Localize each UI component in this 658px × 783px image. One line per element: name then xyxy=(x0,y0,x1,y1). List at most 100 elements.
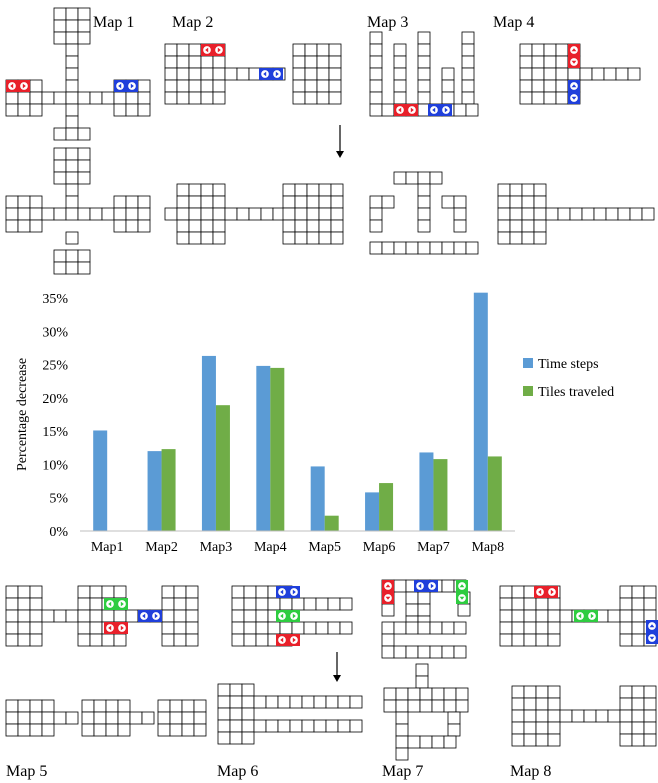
map-tile xyxy=(77,621,91,635)
map-tile xyxy=(113,633,127,647)
map-tile xyxy=(113,195,127,209)
map-tile xyxy=(200,231,214,245)
map-tile xyxy=(89,585,103,599)
map-tile xyxy=(294,219,308,233)
maps-bottom-row xyxy=(5,147,658,761)
map-tile xyxy=(369,31,383,45)
map-tile xyxy=(531,91,545,105)
map-tile xyxy=(617,207,631,221)
agent-icon xyxy=(382,580,394,604)
map-tile xyxy=(185,597,199,611)
map-tile xyxy=(224,67,238,81)
map-tile xyxy=(643,597,657,611)
map-tile xyxy=(77,609,91,623)
map-tile xyxy=(631,733,645,747)
agent-icon xyxy=(138,610,162,622)
map-tile xyxy=(224,207,238,221)
map-label-5: Map 5 xyxy=(6,763,47,780)
map-tile xyxy=(381,603,395,617)
map-tile xyxy=(200,67,214,81)
map-tile xyxy=(5,91,19,105)
map-tile xyxy=(5,633,19,647)
map-tile xyxy=(89,609,103,623)
map-tile xyxy=(53,159,67,173)
map-tile xyxy=(125,219,139,233)
map-tile xyxy=(415,663,429,677)
map-tile xyxy=(17,609,31,623)
map-tile xyxy=(89,633,103,647)
y-tick-label: 30% xyxy=(42,325,68,340)
map-tile xyxy=(349,695,363,709)
map-tile xyxy=(381,103,395,117)
map-label-6: Map 6 xyxy=(217,763,258,780)
map-tile xyxy=(304,43,318,57)
map-tile xyxy=(277,719,291,733)
map-tile xyxy=(212,67,226,81)
map-tile xyxy=(453,621,467,635)
map-tile xyxy=(393,67,407,81)
map-tile xyxy=(417,67,431,81)
map-tile xyxy=(521,231,535,245)
map-tile xyxy=(511,585,525,599)
map-tile xyxy=(105,711,119,725)
map-tile xyxy=(547,709,561,723)
map-tile xyxy=(282,183,296,197)
map-label-2: Map 2 xyxy=(172,14,213,31)
map-tile xyxy=(217,707,231,721)
map-tile xyxy=(615,67,629,81)
map-tile xyxy=(243,621,257,635)
map-tile xyxy=(41,609,55,623)
map-tile xyxy=(441,241,455,255)
map-tile xyxy=(41,711,55,725)
map-tile xyxy=(212,207,226,221)
map-tile xyxy=(383,687,397,701)
map-tile xyxy=(188,231,202,245)
x-tick-label: Map7 xyxy=(417,540,450,555)
map-tile xyxy=(603,67,617,81)
map-tile xyxy=(212,91,226,105)
map-tile xyxy=(81,699,95,713)
y-axis-ticks: 0% 5% 10% 15% 20% 25% 30% 35% xyxy=(42,292,68,540)
map-tile xyxy=(117,723,131,737)
legend: Time steps Tiles traveled xyxy=(523,357,614,400)
agent-icon xyxy=(259,68,283,80)
map-tile xyxy=(431,699,445,713)
map-tile xyxy=(260,207,274,221)
map-tile xyxy=(509,183,523,197)
map-tile xyxy=(523,721,537,735)
x-tick-label: Map8 xyxy=(471,540,504,555)
map-tile xyxy=(497,195,511,209)
legend-label: Time steps xyxy=(538,357,599,372)
map-tile xyxy=(53,711,67,725)
map-tile xyxy=(643,733,657,747)
map-tile xyxy=(405,591,419,605)
map-tile xyxy=(521,195,535,209)
map-tile xyxy=(457,603,471,617)
map-tile xyxy=(631,621,645,635)
map-tile xyxy=(643,685,657,699)
map-tile xyxy=(17,711,31,725)
map-tile xyxy=(229,707,243,721)
map-tile xyxy=(29,723,43,737)
agent-icon xyxy=(428,104,452,116)
map-tile xyxy=(113,91,127,105)
map-tile xyxy=(631,609,645,623)
map-tile xyxy=(306,231,320,245)
map-tile xyxy=(193,699,207,713)
map-tile xyxy=(619,697,633,711)
agent-icon xyxy=(646,620,658,644)
map-tile xyxy=(176,207,190,221)
map-tile xyxy=(547,733,561,747)
y-axis-label: Percentage decrease xyxy=(15,358,30,471)
bar-time-steps xyxy=(256,365,271,531)
map-tile xyxy=(125,207,139,221)
map-tile xyxy=(631,697,645,711)
agent-icon xyxy=(276,586,300,598)
map-tile xyxy=(313,695,327,709)
map-tile xyxy=(188,219,202,233)
map-tile xyxy=(125,195,139,209)
map-tile xyxy=(339,621,353,635)
agent-icon xyxy=(104,622,128,634)
map-tile xyxy=(547,697,561,711)
map-tile xyxy=(65,609,79,623)
